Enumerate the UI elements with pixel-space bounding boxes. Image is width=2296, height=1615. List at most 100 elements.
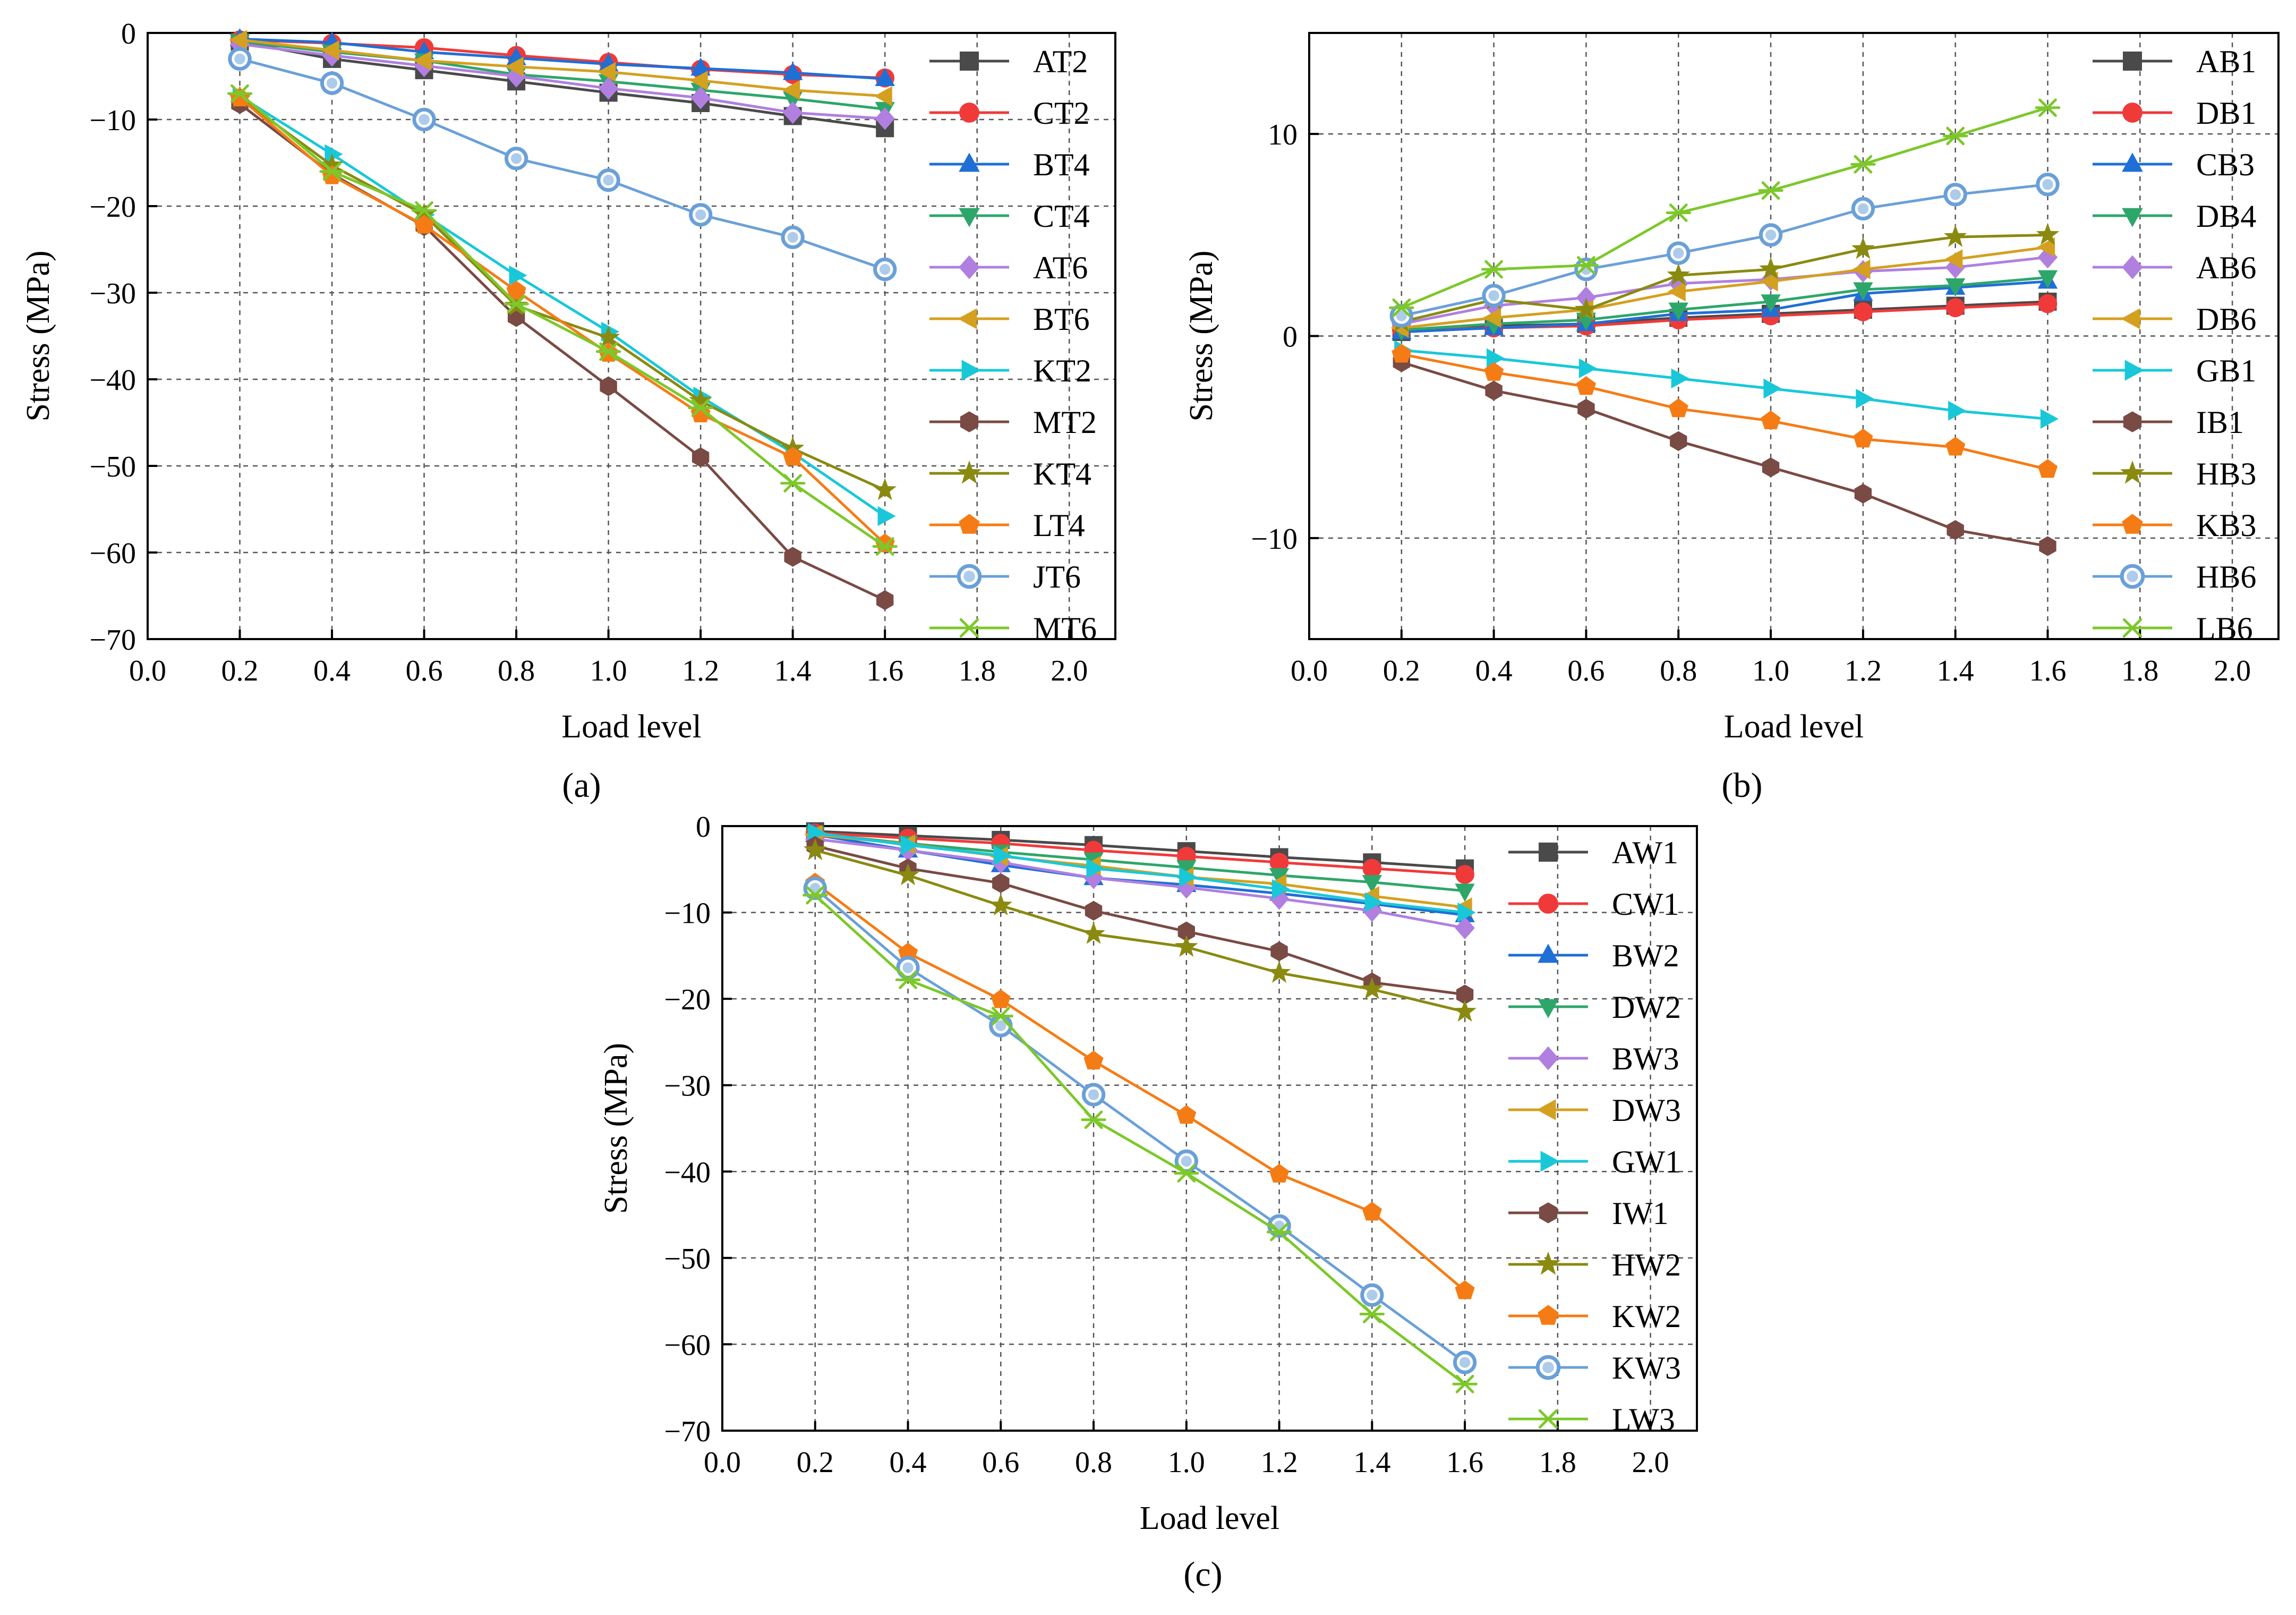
data-point <box>2037 270 2058 288</box>
data-point <box>321 40 339 61</box>
data-point <box>781 225 805 249</box>
data-point <box>874 86 892 106</box>
data-point <box>1854 302 1873 321</box>
legend-marker <box>1539 1202 1558 1223</box>
legend-label: GB1 <box>2196 353 2256 388</box>
x-tick-label: 0.8 <box>498 654 535 687</box>
series-line <box>814 887 1466 1364</box>
data-point <box>1943 225 1967 247</box>
legend-item: IB1 <box>2093 405 2244 440</box>
legend-item: KW2 <box>1508 1299 1681 1334</box>
series-lb6 <box>1389 98 2061 317</box>
series-bt6 <box>229 30 892 106</box>
x-tick-label: 1.2 <box>682 654 719 687</box>
legend-marker <box>2121 308 2140 329</box>
data-point <box>784 547 801 567</box>
panel-label: (a) <box>562 766 601 805</box>
data-point <box>229 87 250 107</box>
legend-label: HW2 <box>1612 1247 1681 1282</box>
series-line <box>1401 353 2049 471</box>
x-axis: 0.0 0.2 0.4 0.6 0.8 1.0 1.2 1.4 1.6 1.8 2.0 <box>1291 630 2251 687</box>
legend-item: MT2 <box>929 405 1097 440</box>
x-axis-title: Load level <box>561 709 701 745</box>
data-point <box>1455 883 1475 902</box>
data-point <box>412 202 436 225</box>
x-tick-label: 0.6 <box>1567 654 1604 687</box>
series-line <box>240 37 885 80</box>
data-point <box>1483 308 1501 328</box>
legend-item: KB3 <box>2093 508 2256 543</box>
data-point <box>1270 941 1288 962</box>
data-point <box>992 873 1010 893</box>
legend-item: KW3 <box>1508 1350 1681 1386</box>
legend-label: KW2 <box>1612 1299 1681 1334</box>
legend: AT2 CT2 BT4 CT4 AT6 BT6 KT2 MT2 KT4 LT4 JT6 MT6 <box>929 44 1097 646</box>
data-point <box>1577 398 1595 419</box>
chart-panel-c: 0.0 0.2 0.4 0.6 0.8 1.0 1.2 1.4 1.6 1.8 2.0 0 −10 −20… <box>598 811 1698 1594</box>
data-point <box>689 70 708 91</box>
series-group <box>803 822 1478 1393</box>
legend-label: BW2 <box>1612 938 1679 973</box>
legend-label: LW3 <box>1612 1402 1675 1437</box>
data-point <box>1389 298 1414 317</box>
y-tick-label: 10 <box>1268 118 1298 151</box>
legend-marker <box>1535 1251 1561 1275</box>
data-point <box>1484 362 1504 381</box>
legend-label: AW1 <box>1612 835 1678 870</box>
series-line <box>815 837 1465 930</box>
legend-marker <box>2119 618 2146 638</box>
data-point <box>991 989 1011 1008</box>
x-tick-label: 1.8 <box>959 654 996 687</box>
data-point <box>506 280 526 300</box>
data-point <box>1174 1164 1199 1183</box>
panel-label: (b) <box>1722 766 1763 805</box>
series-line <box>240 42 885 120</box>
data-point <box>1574 298 1598 320</box>
legend-marker <box>2124 360 2144 381</box>
data-point <box>898 942 918 962</box>
y-axis: 0 −10 −20 −30 −40 −50 −60 −70 <box>89 18 157 657</box>
series-line <box>239 57 886 271</box>
data-point <box>229 30 247 50</box>
data-point <box>1667 241 1691 265</box>
legend-marker <box>958 308 977 329</box>
series-line <box>1401 348 2048 420</box>
legend-marker <box>2120 564 2145 589</box>
series-db6 <box>1390 237 2055 338</box>
series-line <box>1401 106 2049 309</box>
series-line <box>815 849 1465 1013</box>
legend-marker <box>2122 514 2143 534</box>
series-line <box>240 40 885 110</box>
data-point <box>1853 282 1873 301</box>
legend-marker <box>1538 944 1559 963</box>
x-tick-label: 1.0 <box>1752 654 1789 687</box>
data-point <box>1942 126 1968 146</box>
x-tick-label: 0.6 <box>982 1446 1019 1479</box>
legend-label: BT4 <box>1033 147 1090 182</box>
data-point <box>1360 977 1384 999</box>
y-axis: 10 0 −10 <box>1251 118 1319 556</box>
legend-marker <box>959 514 980 534</box>
legend-marker <box>1538 1305 1559 1325</box>
x-tick-label: 0.8 <box>1660 654 1697 687</box>
legend-label: LT4 <box>1033 508 1085 543</box>
data-point <box>875 107 895 130</box>
legend-item: AB6 <box>2093 250 2256 285</box>
y-tick-label: −20 <box>89 191 136 224</box>
series-line <box>1401 300 2048 334</box>
data-point <box>873 257 897 282</box>
data-point <box>1086 858 1105 879</box>
data-point <box>1856 388 1874 409</box>
y-tick-label: −30 <box>664 1070 711 1103</box>
data-point <box>1668 302 1688 321</box>
data-point <box>1271 879 1290 899</box>
legend-marker <box>2122 152 2143 172</box>
data-point <box>1573 256 1599 275</box>
series-line <box>238 97 886 545</box>
data-point <box>1759 257 1782 279</box>
data-point <box>782 101 803 124</box>
x-axis-title: Load level <box>1724 709 1864 745</box>
data-point <box>1176 860 1197 879</box>
data-point <box>598 62 616 82</box>
legend-marker <box>1540 1151 1560 1172</box>
